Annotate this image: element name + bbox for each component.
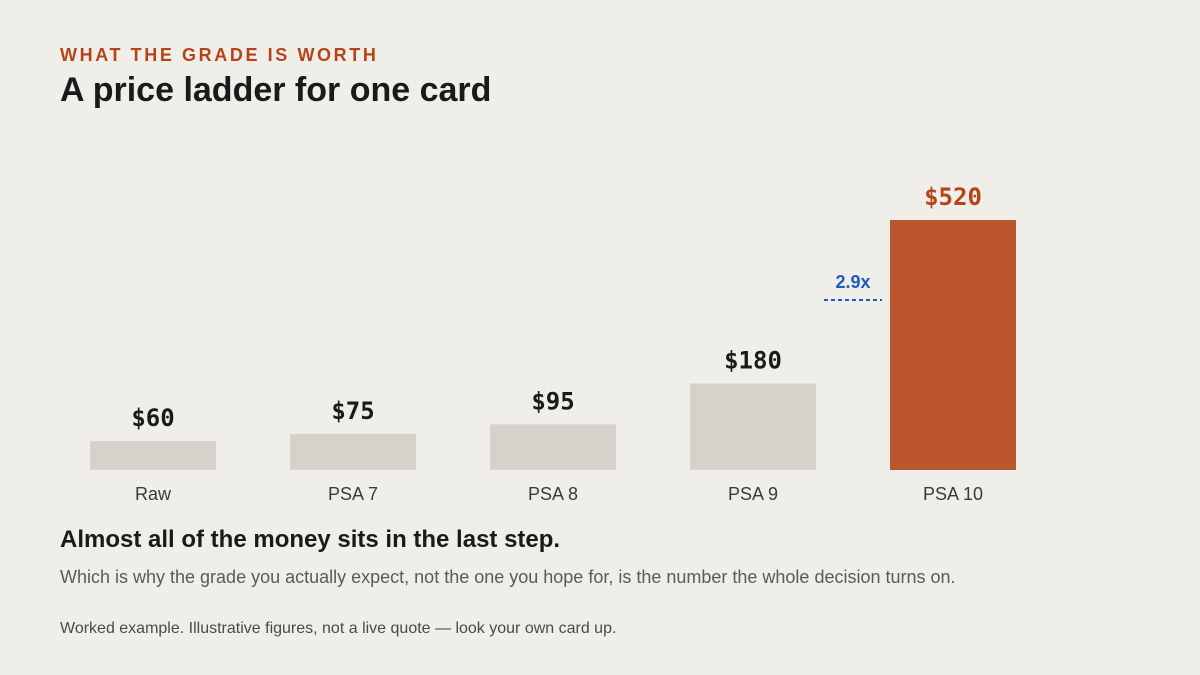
- takeaway-heading: Almost all of the money sits in the last…: [60, 526, 561, 553]
- bar-psa-8: [490, 424, 616, 470]
- chart-title: A price ladder for one card: [60, 71, 492, 109]
- x-tick-label: PSA 9: [728, 484, 778, 504]
- footnote: Worked example. Illustrative figures, no…: [60, 620, 617, 637]
- price-ladder-chart: $60 Raw $75 PSA 7 $95 PSA 8 $180 PSA 9 $520 PSA 1…: [90, 183, 1016, 504]
- chart-kicker: WHAT THE GRADE IS WORTH: [60, 45, 379, 65]
- bar-raw: [90, 441, 216, 470]
- bar-value-label: $95: [531, 387, 574, 415]
- x-tick-label: PSA 7: [328, 484, 378, 504]
- ratio-annotation: 2.9x: [835, 272, 870, 292]
- x-tick-label: PSA 8: [528, 484, 578, 504]
- bar-psa-10: [890, 220, 1016, 470]
- bar-psa-9: [690, 383, 816, 470]
- x-tick-label: Raw: [135, 484, 172, 504]
- bar-value-label: $75: [331, 397, 374, 425]
- bar-value-label: $180: [724, 346, 782, 374]
- takeaway-body: Which is why the grade you actually expe…: [60, 567, 956, 587]
- bar-psa-7: [290, 433, 416, 470]
- x-tick-label: PSA 10: [923, 484, 983, 504]
- bar-value-label: $520: [924, 183, 982, 211]
- bar-value-label: $60: [131, 404, 174, 432]
